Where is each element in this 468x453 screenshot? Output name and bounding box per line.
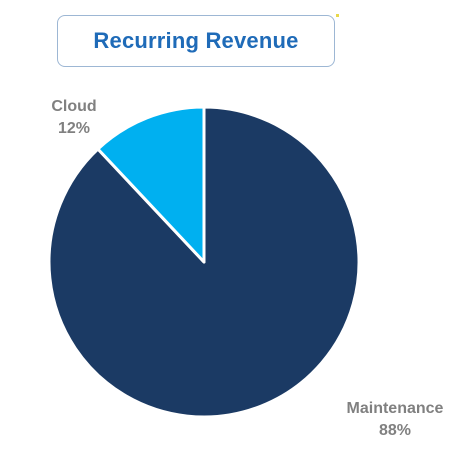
slice-label-cloud: Cloud 12% [48, 96, 100, 140]
slice-percent-cloud: 12% [57, 120, 91, 137]
slice-label-maintenance: Maintenance 88% [335, 398, 455, 442]
pie-slice-cloud [96, 105, 206, 264]
slice-percent-maintenance: 88% [378, 422, 412, 439]
chart-title: Recurring Revenue [93, 28, 299, 53]
slice-name-maintenance: Maintenance [346, 400, 444, 417]
pie-slices [47, 105, 361, 419]
accent-dot [336, 14, 339, 17]
chart-title-box: Recurring Revenue [57, 15, 335, 67]
slice-name-cloud: Cloud [51, 98, 97, 115]
